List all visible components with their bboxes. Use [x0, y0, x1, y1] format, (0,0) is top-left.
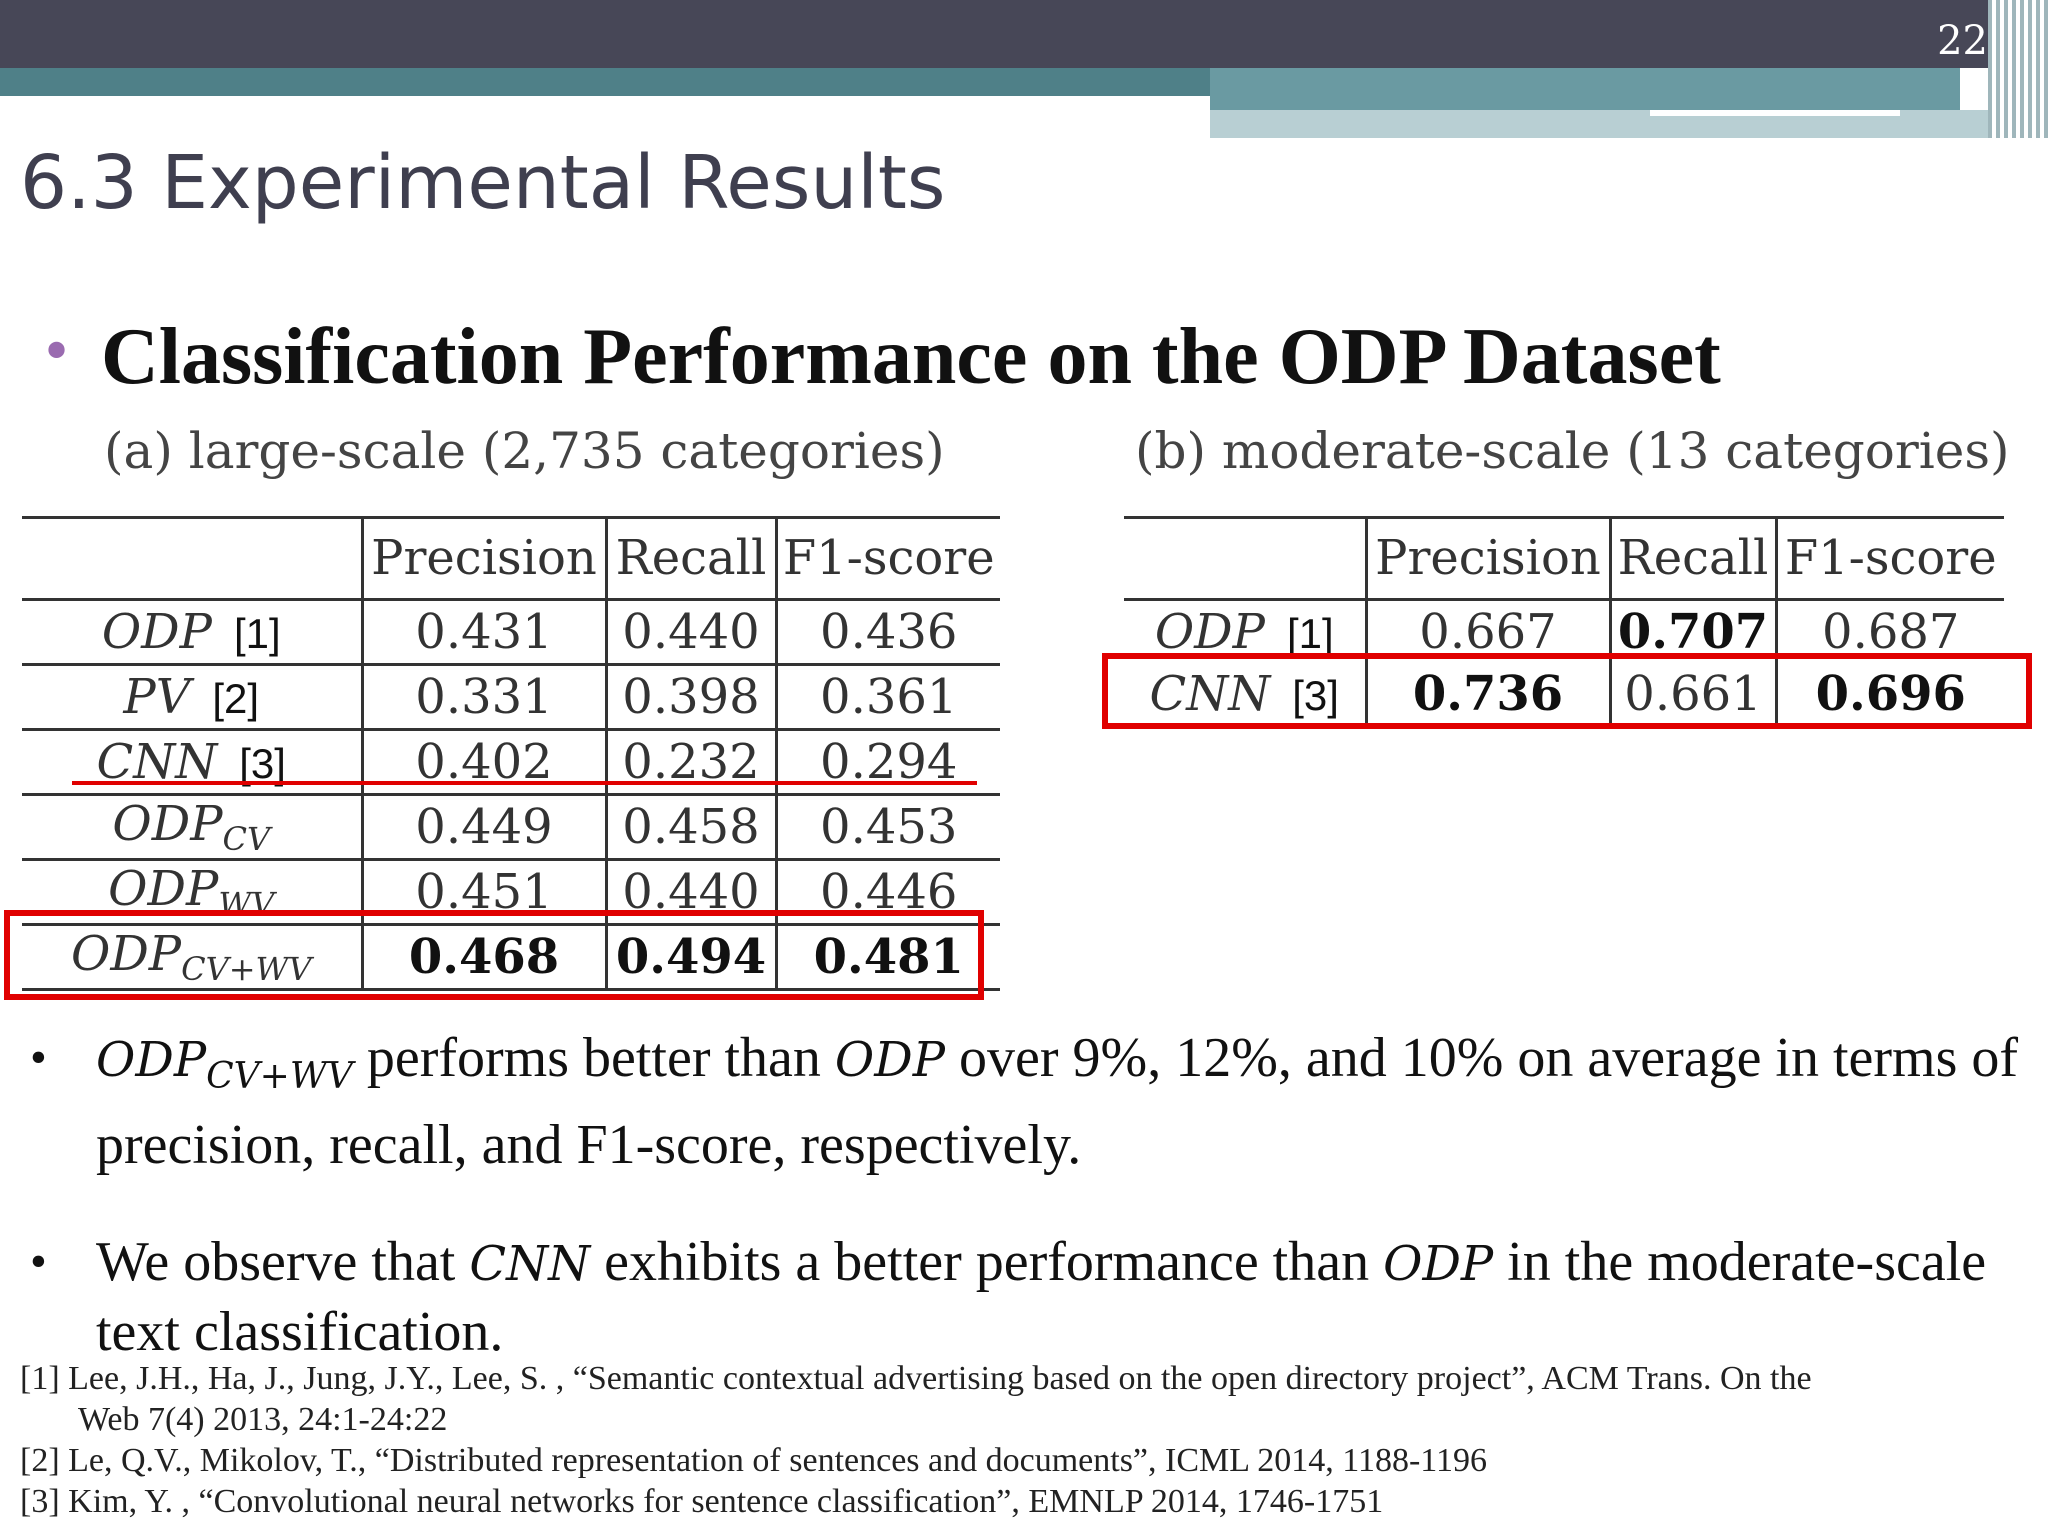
table-a-caption: (a) large-scale (2,735 categories): [104, 422, 945, 480]
column-header-recall: Recall: [1608, 518, 1776, 601]
header-accent-bar-2: [1210, 68, 1960, 110]
table-cell: 0.436: [774, 599, 1000, 666]
table-row-best: ODPCV+WV 0.468 0.494 0.481: [22, 924, 1000, 991]
reference-item: [3] Kim, Y. , “Convolutional neural netw…: [20, 1483, 1384, 1520]
highlight-box-table-a: [4, 910, 984, 1000]
table-a: Precision Recall F1-score ODP [1] 0.431 0…: [22, 518, 1000, 991]
table-cell: 0.449: [360, 794, 606, 861]
references: [1] Lee, J.H., Ha, J., Jung, J.Y., Lee, …: [20, 1358, 2030, 1522]
table-cell: 0.331: [360, 664, 606, 731]
header-accent-bar: [0, 68, 1210, 96]
slide-title: 6.3 Experimental Results: [20, 140, 946, 226]
highlight-underline: [72, 781, 977, 785]
table-cell: 0.458: [604, 794, 776, 861]
reference-item: Web 7(4) 2013, 24:1-24:22: [78, 1401, 448, 1438]
bullet-icon: •: [40, 320, 74, 385]
column-header-f1: F1-score: [1774, 518, 2004, 601]
bullet-icon: •: [30, 1235, 47, 1288]
table-cell: 0.431: [360, 599, 606, 666]
column-header-precision: Precision: [1364, 518, 1610, 601]
table-cell: 0.696: [1774, 663, 2004, 725]
column-header-precision: Precision: [360, 518, 606, 601]
table-b-caption: (b) moderate-scale (13 categories): [1135, 422, 2010, 480]
table-cell: 0.661: [1608, 663, 1776, 725]
table-b-top-rule: [1124, 516, 2004, 519]
table-cell: 0.707: [1608, 599, 1776, 663]
table-b: Precision Recall F1-score ODP [1] 0.667 0…: [1124, 518, 2004, 725]
heading-text: Classification Performance on the ODP Da…: [101, 313, 1721, 401]
table-cell: 0.667: [1364, 599, 1610, 663]
table-row: ODPCV 0.449 0.458 0.453: [22, 794, 1000, 861]
row-label: ODPCV+WV: [22, 924, 362, 991]
table-row-best: CNN [3] 0.736 0.661 0.696: [1124, 663, 2004, 725]
reference-item: [2] Le, Q.V., Mikolov, T., “Distributed …: [20, 1442, 1488, 1479]
page-number: 22: [1937, 18, 1988, 64]
bullet-text: We observe that CNN exhibits a better pe…: [96, 1231, 1987, 1363]
table-cell: 0.736: [1364, 663, 1610, 725]
bullet-paragraph-1: • ODPCV+WV performs better than ODP over…: [30, 1024, 2020, 1179]
row-label: CNN [3]: [1149, 666, 1339, 722]
bullet-icon: •: [30, 1031, 47, 1084]
row-label: ODP [1]: [22, 599, 362, 666]
table-row: ODP [1] 0.431 0.440 0.436: [22, 599, 1000, 666]
column-header-f1: F1-score: [774, 518, 1000, 601]
table-cell: 0.440: [604, 599, 776, 666]
table-a-top-rule: [22, 516, 1000, 519]
table-cell: 0.494: [604, 924, 776, 991]
column-header-recall: Recall: [604, 518, 776, 601]
reference-item: [1] Lee, J.H., Ha, J., Jung, J.Y., Lee, …: [20, 1360, 1812, 1397]
table-cell: 0.453: [774, 794, 1000, 861]
table-cell: 0.481: [774, 924, 1000, 991]
section-heading: • Classification Performance on the ODP D…: [40, 312, 1721, 403]
row-label: ODP [1]: [1154, 604, 1334, 660]
row-label: PV [2]: [22, 664, 362, 731]
table-cell: 0.398: [604, 664, 776, 731]
bullet-paragraph-2: • We observe that CNN exhibits a better …: [30, 1228, 2020, 1366]
header-divider: [1650, 110, 1900, 116]
highlight-box-table-b: [1102, 653, 2032, 729]
table-a-header-row: Precision Recall F1-score: [22, 518, 1000, 601]
table-row: ODP [1] 0.667 0.707 0.687: [1124, 599, 2004, 663]
table-cell: 0.687: [1774, 599, 2004, 663]
row-label: ODPCV: [22, 794, 362, 861]
table-cell: 0.468: [360, 924, 606, 991]
table-cell: 0.361: [774, 664, 1000, 731]
table-row: PV [2] 0.331 0.398 0.361: [22, 664, 1000, 731]
table-b-header-row: Precision Recall F1-score: [1124, 518, 2004, 601]
bullet-text: ODPCV+WV performs better than ODP over 9…: [96, 1027, 2019, 1176]
header-bar: [0, 0, 2048, 68]
header-stripes: [1988, 0, 2048, 138]
